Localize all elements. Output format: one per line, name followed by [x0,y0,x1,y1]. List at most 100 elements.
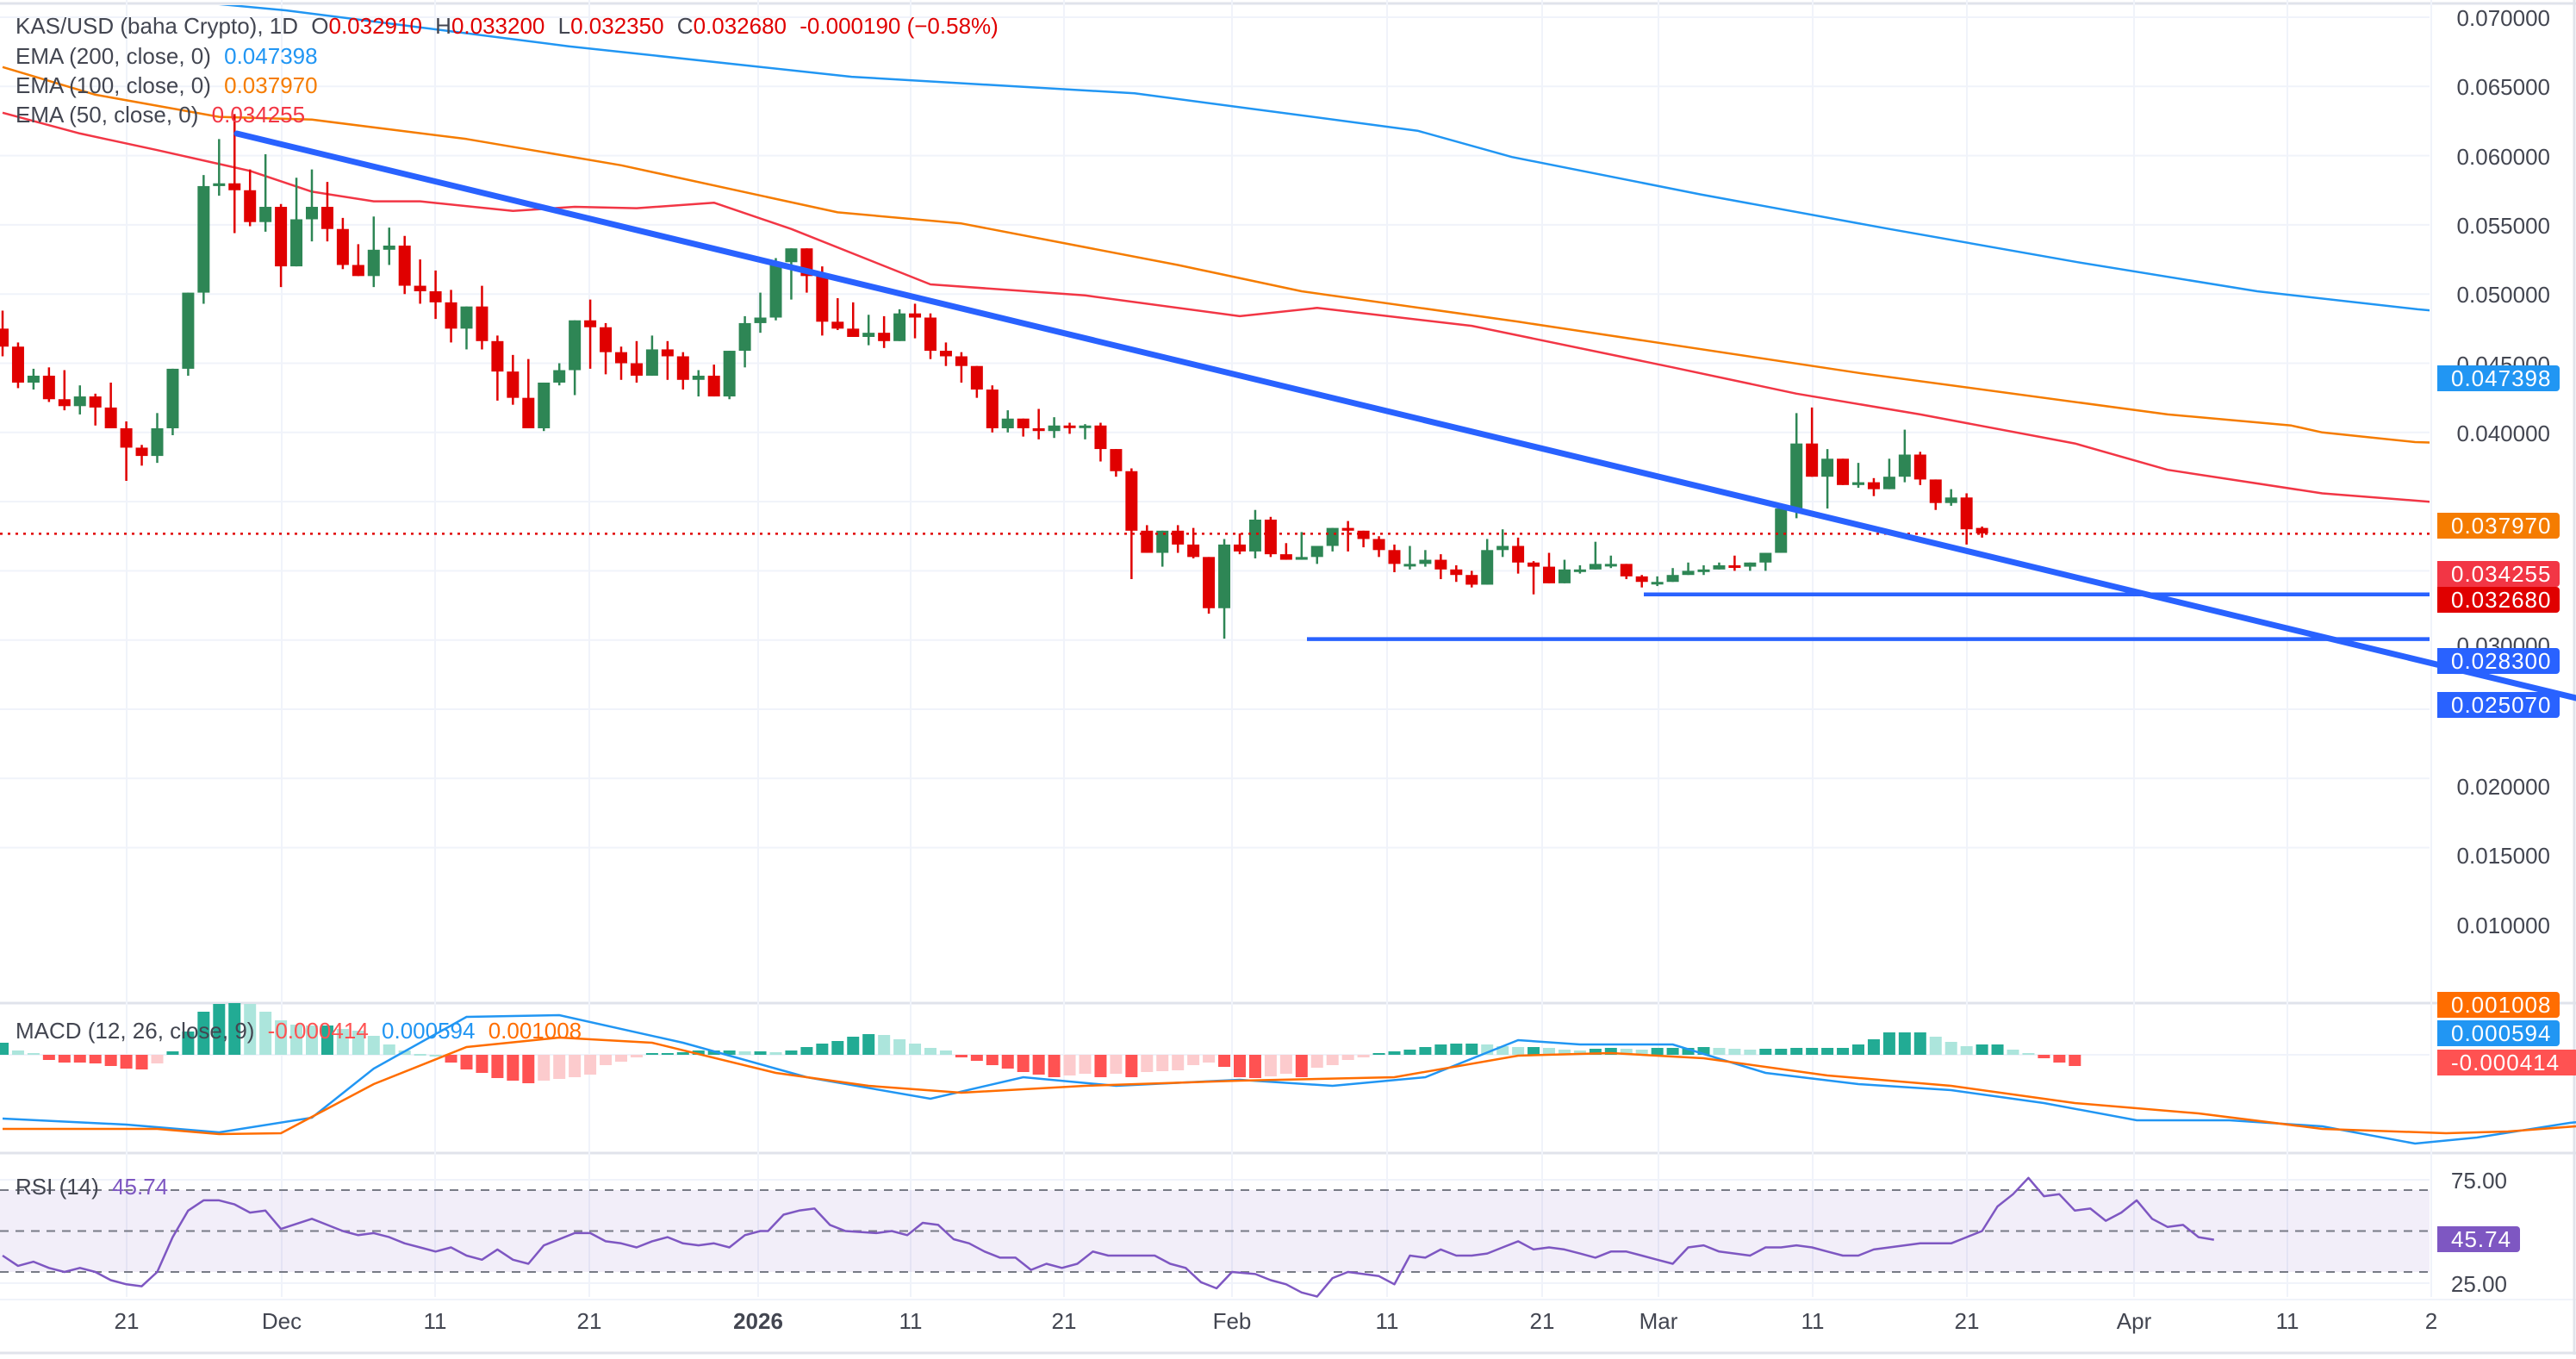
candle-bullish[interactable] [1079,425,1092,428]
candle-bearish[interactable] [1388,550,1401,564]
candle-bearish[interactable] [1512,545,1525,563]
candle-bearish[interactable] [104,407,117,428]
candle-bullish[interactable] [259,207,272,222]
candle-bearish[interactable] [507,371,520,398]
candle-bearish[interactable] [320,207,333,229]
candle-bearish[interactable] [955,356,968,366]
candle-bearish[interactable] [878,333,891,341]
candle-bearish[interactable] [491,340,504,372]
candle-bearish[interactable] [970,365,983,390]
candle-bearish[interactable] [42,375,55,400]
candle-bullish[interactable] [182,292,195,369]
candle-bullish[interactable] [306,207,318,220]
candle-bearish[interactable] [1929,479,1942,503]
candle-bearish[interactable] [352,265,364,277]
candle-bearish[interactable] [244,190,257,222]
candle-bearish[interactable] [1341,527,1354,531]
candle-bullish[interactable] [723,351,736,397]
candle-bearish[interactable] [1264,519,1277,555]
candle-bullish[interactable] [1682,570,1695,576]
descending-trendline[interactable] [233,130,2576,701]
candle-bearish[interactable] [445,302,457,329]
candle-bearish[interactable] [1032,427,1045,432]
candle-bearish[interactable] [1279,554,1292,560]
candle-bearish[interactable] [1450,569,1463,576]
candle-bearish[interactable] [1635,576,1648,583]
candle-bullish[interactable] [1604,564,1617,567]
candle-bearish[interactable] [630,363,643,376]
candle-bearish[interactable] [522,397,535,428]
candle-bullish[interactable] [1419,559,1432,564]
candle-bearish[interactable] [1125,471,1138,531]
candle-bearish[interactable] [275,207,288,267]
candle-bullish[interactable] [1326,527,1339,546]
candle-bearish[interactable] [1620,564,1633,577]
rsi-legend[interactable]: RSI (14) 45.74 [16,1173,175,1200]
candle-bullish[interactable] [1573,569,1586,572]
candle-bearish[interactable] [414,285,426,291]
candle-bearish[interactable] [1543,566,1555,583]
candle-bearish[interactable] [661,349,674,357]
candle-bullish[interactable] [1697,569,1710,572]
candle-bullish[interactable] [1248,519,1261,552]
candle-bearish[interactable] [1017,418,1030,428]
candle-bearish[interactable] [924,317,936,352]
candle-bearish[interactable] [228,183,241,190]
ema50-legend[interactable]: EMA (50, close, 0) 0.034255 [16,101,312,128]
candle-bullish[interactable] [862,333,875,337]
candle-bearish[interactable] [120,427,133,448]
candle-bearish[interactable] [615,352,627,364]
candle-bullish[interactable] [1821,458,1834,477]
candle-bearish[interactable] [1837,458,1850,485]
candle-bullish[interactable] [460,306,473,329]
candle-bullish[interactable] [367,249,380,277]
candle-bearish[interactable] [1728,564,1741,568]
candle-bullish[interactable] [1048,425,1061,432]
ema200-legend[interactable]: EMA (200, close, 0) 0.047398 [16,42,325,70]
candle-bullish[interactable] [1496,545,1509,551]
candle-bullish[interactable] [645,349,658,376]
candle-bearish[interactable] [600,327,613,352]
candle-bearish[interactable] [584,320,597,327]
candle-bearish[interactable] [1203,557,1216,608]
candle-bullish[interactable] [738,322,751,352]
candle-bearish[interactable] [1357,530,1370,539]
candle-bullish[interactable] [383,245,395,250]
candle-bearish[interactable] [1094,425,1107,450]
candle-bullish[interactable] [290,219,303,267]
candle-bullish[interactable] [1589,564,1602,570]
candle-bearish[interactable] [1465,575,1478,585]
candle-bullish[interactable] [569,320,582,371]
candle-bullish[interactable] [213,183,226,186]
candle-bearish[interactable] [986,390,999,428]
candle-bullish[interactable] [1882,477,1895,489]
candle-bullish[interactable] [197,185,210,293]
candle-bullish[interactable] [27,375,40,383]
candle-bearish[interactable] [816,276,829,322]
candle-bearish[interactable] [1960,497,1973,530]
candle-bullish[interactable] [151,427,164,457]
candle-bearish[interactable] [1976,527,1988,534]
candle-bullish[interactable] [1651,582,1664,585]
candle-bearish[interactable] [1110,449,1123,471]
candle-bearish[interactable] [1867,482,1880,489]
candle-bearish[interactable] [1528,562,1540,567]
candle-bullish[interactable] [754,317,767,323]
candle-bullish[interactable] [1775,508,1788,553]
candle-bearish[interactable] [0,328,9,347]
candle-bearish[interactable] [1063,425,1076,428]
candle-bearish[interactable] [1187,544,1200,558]
candle-bullish[interactable] [769,262,782,318]
candle-bullish[interactable] [1481,550,1494,585]
macd-legend[interactable]: MACD (12, 26, close, 9) -0.000414 0.0005… [16,1017,588,1044]
candle-bearish[interactable] [398,245,411,286]
candle-bearish[interactable] [135,447,148,457]
candle-bullish[interactable] [1295,557,1308,560]
candle-bearish[interactable] [1372,539,1385,551]
candle-bearish[interactable] [11,346,24,383]
candle-bullish[interactable] [1790,443,1803,509]
candle-bullish[interactable] [73,396,86,407]
candle-bearish[interactable] [89,396,102,408]
candle-bullish[interactable] [1944,497,1957,503]
